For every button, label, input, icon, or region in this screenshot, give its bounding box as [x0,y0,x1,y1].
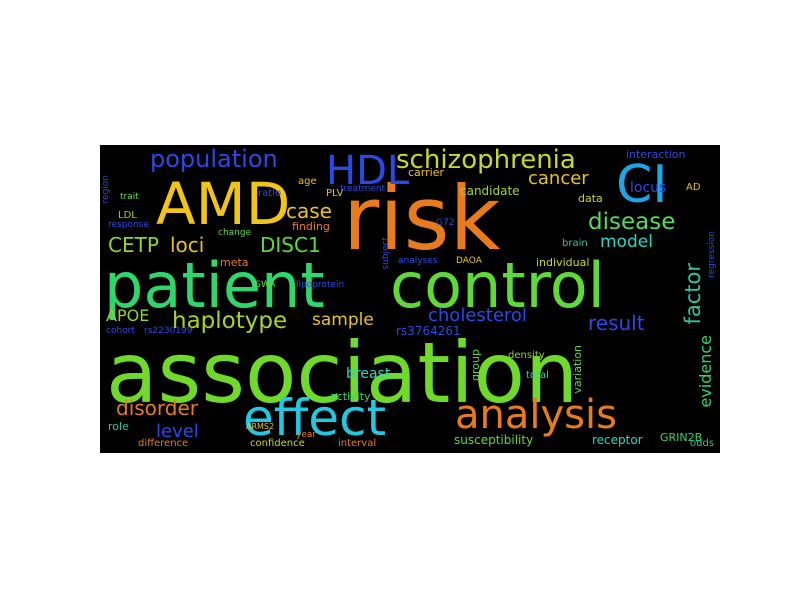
word-variation: variation [571,345,584,394]
word-DISC1: DISC1 [260,233,321,257]
word-odds: odds [690,438,715,449]
word-meta: meta [220,256,249,269]
word-schizophrenia: schizophrenia [396,145,576,175]
word-association: association [106,324,579,422]
word-individual: individual [536,256,590,269]
word-HDL: HDL [326,148,410,194]
word-receptor: receptor [592,433,643,447]
word-year: year [296,430,317,440]
word-cohort: cohort [106,326,135,336]
word-disorder: disorder [116,396,199,420]
word-GRIN2B: GRIN2B [660,431,703,444]
word-carrier: carrier [408,166,444,179]
word-APOE: APOE [106,306,150,325]
word-treatment: treatment [340,184,386,194]
word-ratio: ratio [258,188,282,199]
word-activity: activity [330,390,371,403]
word-region: region [101,175,111,204]
word-control: control [390,249,605,322]
word-response: response [108,220,149,230]
word-CI: CI [616,155,668,215]
word-risk: risk [343,167,501,270]
word-result: result [588,311,645,335]
word-lipoprotein: lipoprotein [296,280,345,290]
word-brain: brain [562,238,588,249]
word-finding: finding [292,220,330,233]
word-confidence: confidence [250,438,305,449]
word-trait: trait [120,192,139,202]
word-cloud: association patient control risk AMD eff… [100,145,720,453]
word-sample: sample [312,310,374,330]
word-DAOA: DAOA [456,256,482,266]
word-GWA: GWA [254,280,276,290]
word-haplotype: haplotype [172,308,288,334]
word-change: change [218,228,252,238]
word-CETP: CETP [108,233,159,257]
word-data: data [578,192,603,205]
word-candidate: candidate [460,184,520,198]
word-group: group [469,349,482,381]
word-locus: locus [630,180,667,196]
word-rs3764261: rs3764261 [396,324,461,338]
word-LDL: LDL [118,210,137,221]
word-cancer: cancer [528,168,589,189]
word-factor: factor [681,263,705,325]
word-ARMS2: ARMS2 [246,422,275,431]
word-model: model [600,232,653,252]
word-difference: difference [138,438,189,449]
word-age: age [298,176,317,187]
word-evidence: evidence [696,335,715,408]
word-susceptibility: susceptibility [454,433,534,447]
word-case: case [286,199,332,223]
word-rs2230199: rs2230199 [144,326,193,336]
word-cholesterol: cholesterol [428,305,527,326]
word-PLV: PLV [326,188,344,199]
word-G72: G72 [436,218,455,228]
word-level: level [156,421,199,442]
word-regression: regression [707,231,717,278]
word-role: role [108,420,129,433]
word-analyses: analyses [398,256,438,266]
word-AD: AD [686,182,701,193]
word-density: density [508,350,545,361]
word-total: total [526,370,549,381]
word-disease: disease [588,209,676,235]
word-loci: loci [170,233,205,257]
word-interval: interval [338,438,377,449]
word-interaction: interaction [626,148,686,161]
word-population: population [150,145,278,173]
word-subject: subject [381,237,391,270]
word-breast: breast [346,366,391,382]
word-AMD: AMD [156,170,291,238]
word-patient: patient [104,249,325,322]
word-analysis: analysis [455,392,617,438]
word-effect: effect [243,389,387,447]
